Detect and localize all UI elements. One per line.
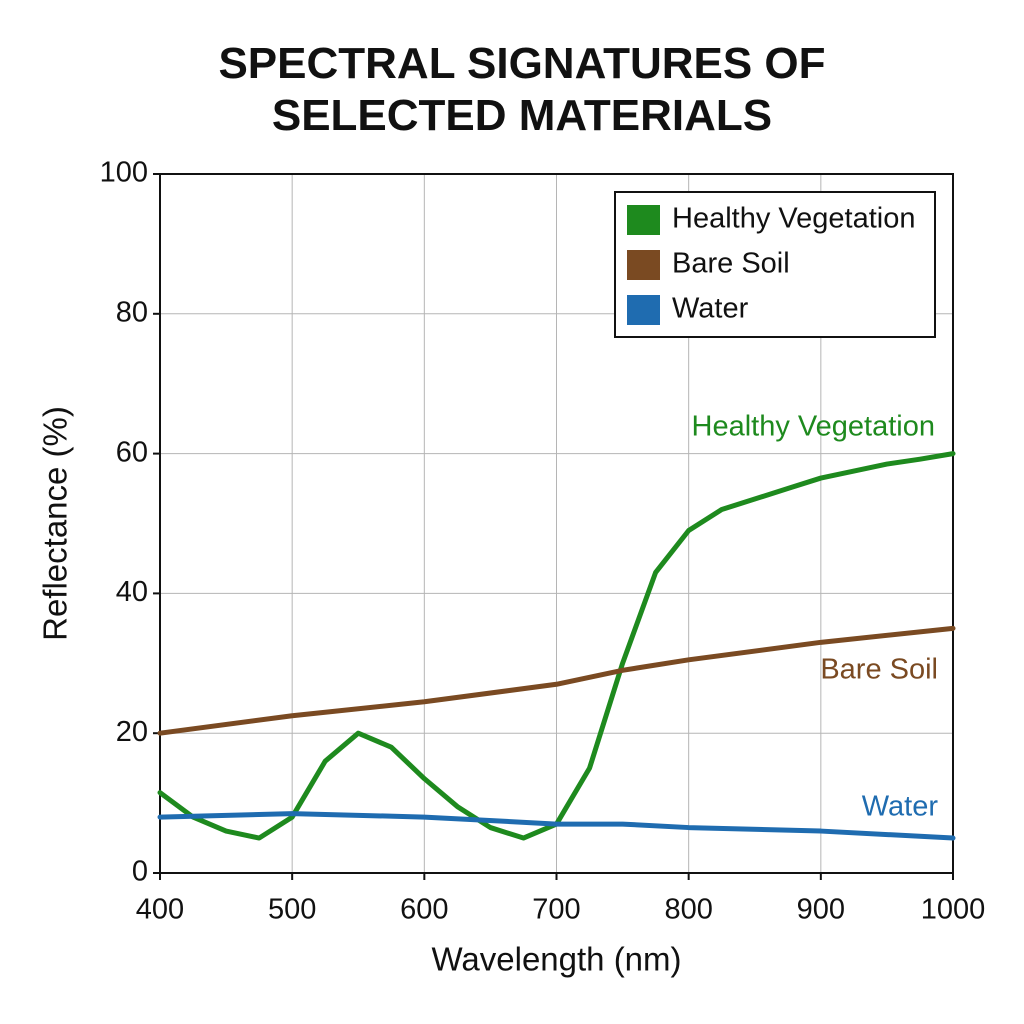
legend-label: Bare Soil	[672, 248, 790, 280]
y-tick-label: 100	[100, 157, 148, 189]
plot-frame	[159, 173, 954, 874]
legend-label: Water	[672, 293, 749, 325]
y-axis-label: Reflectance (%)	[37, 406, 74, 641]
series-line	[157, 625, 956, 736]
x-axis-label: Wavelength (nm)	[431, 941, 681, 978]
y-tick-label: 0	[132, 856, 148, 888]
x-tick-label: 600	[400, 894, 448, 926]
series-label: Bare Soil	[820, 654, 938, 686]
series-label: Healthy Vegetation	[692, 411, 935, 443]
x-tick-label: 500	[268, 894, 316, 926]
x-tick-label: 700	[532, 894, 580, 926]
legend-swatch	[627, 250, 660, 280]
y-tick-label: 80	[116, 296, 148, 328]
x-tick-label: 1000	[921, 894, 986, 926]
series-label: Water	[862, 791, 939, 823]
x-tick-label: 400	[136, 894, 184, 926]
legend-swatch	[627, 295, 660, 325]
x-tick-label: 900	[797, 894, 845, 926]
x-tick-label: 800	[664, 894, 712, 926]
legend-label: Healthy Vegetation	[672, 203, 915, 235]
chart-title: SPECTRAL SIGNATURES OF SELECTED MATERIAL…	[218, 39, 826, 140]
y-tick-label: 40	[116, 576, 148, 608]
series-line	[157, 811, 956, 841]
y-tick-label: 60	[116, 436, 148, 468]
legend-swatch	[627, 205, 660, 235]
y-tick-label: 20	[116, 716, 148, 748]
legend-box	[614, 191, 936, 338]
